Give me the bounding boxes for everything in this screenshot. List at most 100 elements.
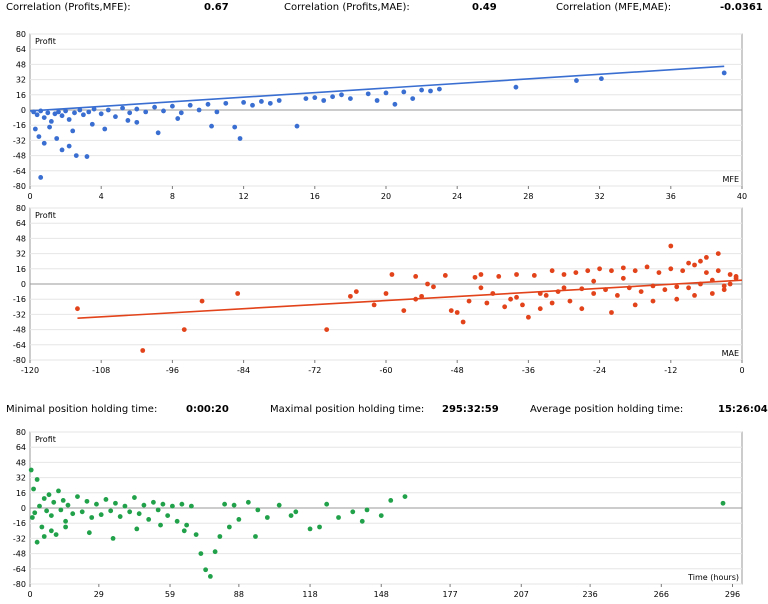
data-point	[448, 308, 454, 313]
data-point	[103, 497, 109, 502]
data-point	[41, 140, 47, 146]
data-point	[692, 293, 697, 298]
y-tick-label: 0	[21, 504, 26, 513]
data-point	[401, 89, 407, 95]
y-axis-label: Profit	[35, 211, 56, 220]
data-point	[158, 522, 163, 528]
data-point	[165, 513, 171, 518]
data-point	[674, 296, 680, 302]
data-point	[638, 289, 644, 294]
data-point	[383, 291, 389, 296]
x-tick-label: 24	[452, 192, 462, 201]
x-tick-label: 0	[739, 366, 744, 375]
data-point	[32, 510, 38, 516]
data-point	[336, 515, 341, 520]
data-point	[91, 106, 97, 112]
y-axis-label: Profit	[35, 435, 56, 444]
data-point	[419, 293, 424, 299]
y-tick-label: -80	[13, 580, 26, 589]
data-point	[644, 264, 650, 270]
data-point	[65, 502, 71, 508]
y-tick-label: -32	[13, 136, 26, 145]
max-holding-time-label: Maximal position holding time:	[270, 404, 425, 415]
x-tick-label: 8	[170, 192, 175, 201]
data-point	[199, 298, 205, 304]
x-tick-label: -72	[308, 366, 321, 375]
y-tick-label: 80	[16, 204, 26, 213]
x-tick-label: 236	[582, 590, 597, 599]
data-point	[108, 508, 114, 514]
x-tick-label: -36	[522, 366, 535, 375]
data-point	[615, 293, 620, 298]
data-point	[253, 534, 258, 539]
data-point	[454, 310, 460, 315]
x-tick-label: 118	[302, 590, 317, 599]
data-point	[402, 494, 408, 499]
data-point	[442, 273, 448, 278]
x-tick-label: -60	[379, 366, 392, 375]
data-point	[508, 296, 513, 302]
data-point	[609, 268, 614, 274]
data-point	[152, 104, 158, 110]
data-point	[36, 134, 42, 139]
data-point	[543, 293, 549, 298]
x-tick-label: 0	[27, 590, 32, 599]
data-point	[34, 477, 40, 482]
data-point	[574, 78, 579, 83]
data-point	[526, 314, 531, 320]
data-point	[348, 96, 353, 101]
data-point	[303, 96, 309, 101]
data-point	[365, 91, 371, 97]
x-tick-label: 36	[666, 192, 676, 201]
data-point	[378, 513, 384, 518]
x-tick-label: 0	[27, 192, 32, 201]
avg-holding-time-value: 15:26:04	[718, 404, 768, 415]
data-point	[419, 87, 424, 93]
data-point	[330, 94, 335, 100]
y-tick-label: 64	[16, 443, 26, 452]
data-point	[56, 109, 61, 115]
data-point	[56, 488, 61, 494]
data-point	[425, 281, 430, 287]
data-point	[29, 515, 35, 520]
y-tick-label: -32	[13, 534, 26, 543]
data-point	[656, 270, 662, 275]
data-point	[53, 532, 59, 537]
x-tick-label: -48	[451, 366, 464, 375]
data-point	[466, 298, 472, 304]
data-point	[288, 513, 294, 518]
data-point	[120, 105, 125, 111]
data-point	[597, 266, 602, 272]
data-point	[181, 528, 187, 534]
data-point	[733, 274, 739, 279]
data-point	[241, 100, 247, 105]
corr-profit-mae-value: 0.49	[472, 2, 497, 13]
data-point	[59, 147, 65, 153]
x-tick-label: -84	[237, 366, 250, 375]
y-tick-label: 80	[16, 428, 26, 437]
data-point	[668, 243, 674, 249]
y-tick-label: 48	[16, 458, 26, 467]
y-tick-label: 0	[21, 106, 26, 115]
avg-holding-time-label: Average position holding time:	[530, 404, 684, 415]
data-point	[66, 143, 72, 149]
data-point	[561, 272, 567, 277]
data-point	[324, 327, 330, 332]
data-point	[237, 136, 243, 141]
trend-line	[29, 65, 725, 112]
y-tick-label: 16	[16, 91, 26, 100]
y-tick-label: -80	[13, 356, 26, 365]
data-point	[98, 111, 104, 117]
data-point	[117, 514, 123, 519]
x-tick-label: 4	[99, 192, 104, 201]
data-point	[567, 298, 573, 304]
data-point	[174, 518, 180, 524]
data-point	[598, 76, 604, 82]
y-tick-label: -32	[13, 310, 26, 319]
data-point	[514, 272, 519, 277]
data-point	[709, 291, 715, 296]
data-point	[161, 108, 166, 114]
data-point	[94, 501, 99, 507]
data-point	[84, 498, 90, 504]
